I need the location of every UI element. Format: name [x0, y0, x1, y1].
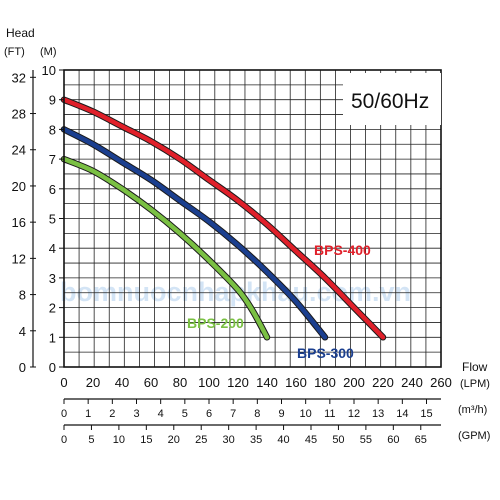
y-m-tick-label: 2 — [49, 301, 56, 316]
x-m3h-tick-label: 8 — [254, 408, 260, 420]
x-lpm-tick-label: 40 — [115, 375, 129, 390]
x-m3h-tick-label: 3 — [133, 408, 139, 420]
bps-400-curve — [61, 97, 386, 340]
x-gpm-tick-label: 10 — [113, 434, 125, 446]
x-lpm-tick-label: 120 — [227, 375, 249, 390]
x-lpm-tick-label: 20 — [86, 375, 100, 390]
x-m3h-tick-label: 6 — [206, 408, 212, 420]
y-axis-unit-ft: (FT) — [4, 46, 25, 58]
x-axis-title: Flow — [462, 360, 488, 374]
bps-300-curve — [61, 127, 328, 340]
y-ft-tick-label: 8 — [19, 288, 26, 303]
bps-400-label: BPS-400 — [314, 242, 371, 258]
x-m3h-tick-label: 14 — [396, 408, 408, 420]
x-m3h-tick-label: 5 — [182, 408, 188, 420]
y-ft-tick-label: 0 — [19, 360, 26, 375]
x-axis-lpm-ticks: 0 20 40 60 80 100 120 140 160 180 200 220 240 260 — [60, 375, 451, 390]
x-m3h-tick-label: 7 — [230, 408, 236, 420]
x-gpm-tick-label: 45 — [305, 434, 317, 446]
x-lpm-tick-label: 80 — [173, 375, 187, 390]
x-lpm-tick-label: 240 — [401, 375, 423, 390]
x-m3h-tick-label: 0 — [61, 408, 67, 420]
y-axis-m-ticks: 0 1 2 3 4 5 6 7 8 9 10 — [42, 63, 64, 375]
x-m3h-tick-label: 12 — [348, 408, 360, 420]
x-lpm-tick-label: 220 — [372, 375, 394, 390]
x-gpm-tick-label: 40 — [277, 434, 289, 446]
x-lpm-tick-label: 160 — [285, 375, 307, 390]
y-m-tick-label: 10 — [42, 63, 56, 78]
x-gpm-tick-label: 30 — [223, 434, 235, 446]
x-axis-unit-lpm: (LPM) — [460, 378, 490, 390]
x-m3h-tick-label: 2 — [109, 408, 115, 420]
bps-200-curve — [61, 156, 270, 340]
y-ft-tick-label: 12 — [12, 251, 26, 266]
frequency-badge-bg — [343, 73, 441, 125]
x-lpm-tick-label: 60 — [144, 375, 158, 390]
y-m-tick-label: 8 — [49, 122, 56, 137]
x-m3h-tick-label: 4 — [158, 408, 164, 420]
x-gpm-tick-label: 50 — [332, 434, 344, 446]
y-m-tick-label: 6 — [49, 182, 56, 197]
y-ft-tick-label: 32 — [12, 70, 26, 85]
y-m-tick-label: 9 — [49, 93, 56, 108]
x-gpm-tick-label: 35 — [250, 434, 262, 446]
x-lpm-tick-label: 140 — [256, 375, 278, 390]
x-m3h-tick-label: 13 — [372, 408, 384, 420]
y-axis-title: Head — [6, 26, 35, 40]
x-axis-gpm-ticks: 0 5 10 15 20 25 30 35 40 45 50 55 60 65 — [61, 424, 441, 446]
y-ft-tick-label: 4 — [19, 324, 26, 339]
watermark-text: bomnuocnhapkhau.com.vn — [60, 277, 411, 307]
y-ft-tick-label: 24 — [12, 143, 26, 158]
x-gpm-tick-label: 20 — [168, 434, 180, 446]
y-m-tick-label: 4 — [49, 241, 56, 256]
x-lpm-tick-label: 100 — [198, 375, 220, 390]
bps-300-label: BPS-300 — [297, 345, 354, 361]
x-m3h-tick-label: 15 — [420, 408, 432, 420]
x-lpm-tick-label: 180 — [314, 375, 336, 390]
y-m-tick-label: 1 — [49, 330, 56, 345]
y-m-tick-label: 0 — [49, 360, 56, 375]
x-gpm-tick-label: 0 — [61, 434, 67, 446]
x-axis-unit-m3h: (m³/h) — [458, 404, 487, 416]
x-gpm-tick-label: 25 — [195, 434, 207, 446]
x-m3h-tick-label: 11 — [324, 408, 335, 420]
frequency-badge: 50/60Hz — [351, 90, 429, 113]
x-gpm-tick-label: 15 — [140, 434, 152, 446]
x-axis-m3h-ticks: 0 1 2 3 4 5 6 7 8 9 10 11 12 13 14 15 — [61, 398, 441, 420]
y-ft-tick-label: 16 — [12, 215, 26, 230]
y-m-tick-label: 7 — [49, 152, 56, 167]
y-m-tick-label: 3 — [49, 271, 56, 286]
watermark: bomnuocnhapkhau.com.vn — [60, 277, 411, 307]
bps-200-label: BPS-200 — [187, 315, 244, 331]
y-m-tick-label: 5 — [49, 212, 56, 227]
x-gpm-tick-label: 60 — [387, 434, 399, 446]
x-lpm-tick-label: 0 — [60, 375, 67, 390]
x-axis-unit-gpm: (GPM) — [458, 430, 490, 442]
y-ft-tick-label: 28 — [12, 107, 26, 122]
x-gpm-tick-label: 55 — [360, 434, 372, 446]
x-gpm-tick-label: 5 — [88, 434, 94, 446]
x-m3h-tick-label: 9 — [278, 408, 284, 420]
x-gpm-tick-label: 65 — [415, 434, 427, 446]
y-ft-tick-label: 20 — [12, 179, 26, 194]
series-lines: BPS-400 BPS-300 BPS-200 — [60, 96, 387, 361]
x-m3h-tick-label: 10 — [300, 408, 312, 420]
x-lpm-tick-label: 260 — [430, 375, 452, 390]
y-axis-ft-ticks: 0 4 8 12 16 20 24 28 32 — [12, 70, 36, 375]
x-lpm-tick-label: 200 — [343, 375, 365, 390]
y-axis-unit-m: (M) — [40, 46, 57, 58]
x-m3h-tick-label: 1 — [85, 408, 91, 420]
